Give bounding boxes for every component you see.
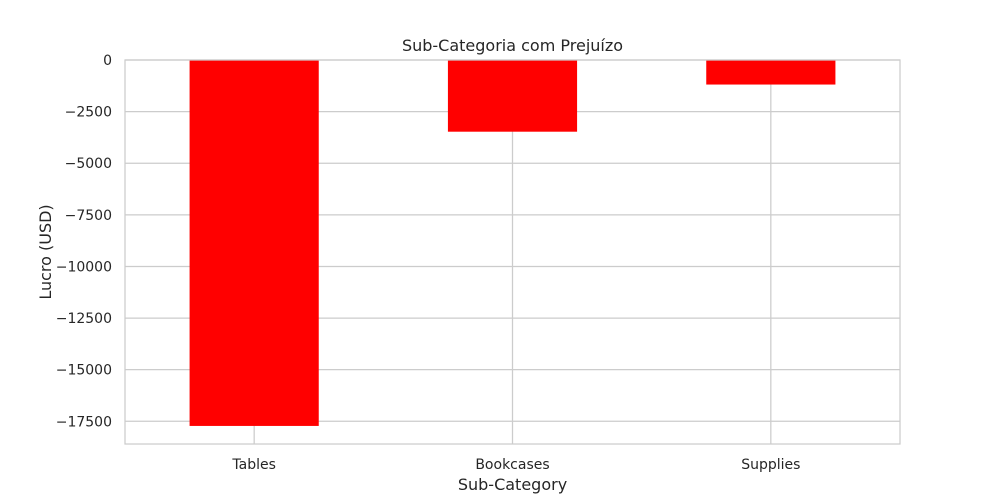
y-tick-label: −17500 [56, 414, 112, 430]
y-axis-label: Lucro (USD) [36, 204, 55, 299]
y-tick-label: −15000 [56, 363, 112, 379]
y-tick-label: −10000 [56, 259, 112, 275]
chart-title: Sub-Categoria com Prejuízo [402, 36, 623, 55]
plot-frame [124, 59, 901, 445]
x-tick-label: Tables [231, 457, 276, 473]
bar-supplies [706, 60, 836, 85]
y-tick-label: −7500 [65, 208, 112, 224]
bar-bookcases [447, 60, 578, 132]
y-tick-label: 0 [103, 53, 112, 69]
x-axis-label: Sub-Category [458, 475, 567, 494]
bars [189, 60, 836, 426]
y-tick-label: −12500 [56, 311, 112, 327]
y-tick-label: −2500 [65, 105, 112, 121]
x-tick-label: Supplies [741, 457, 800, 473]
x-tick-label: Bookcases [475, 457, 549, 473]
y-tick-label: −5000 [65, 156, 112, 172]
y-tick-labels: 0 −2500 −5000 −7500 −10000 −12500 −15000 −17500 [56, 53, 112, 430]
x-tick-labels: Tables Bookcases Supplies [231, 457, 800, 473]
bar-tables [189, 60, 319, 426]
